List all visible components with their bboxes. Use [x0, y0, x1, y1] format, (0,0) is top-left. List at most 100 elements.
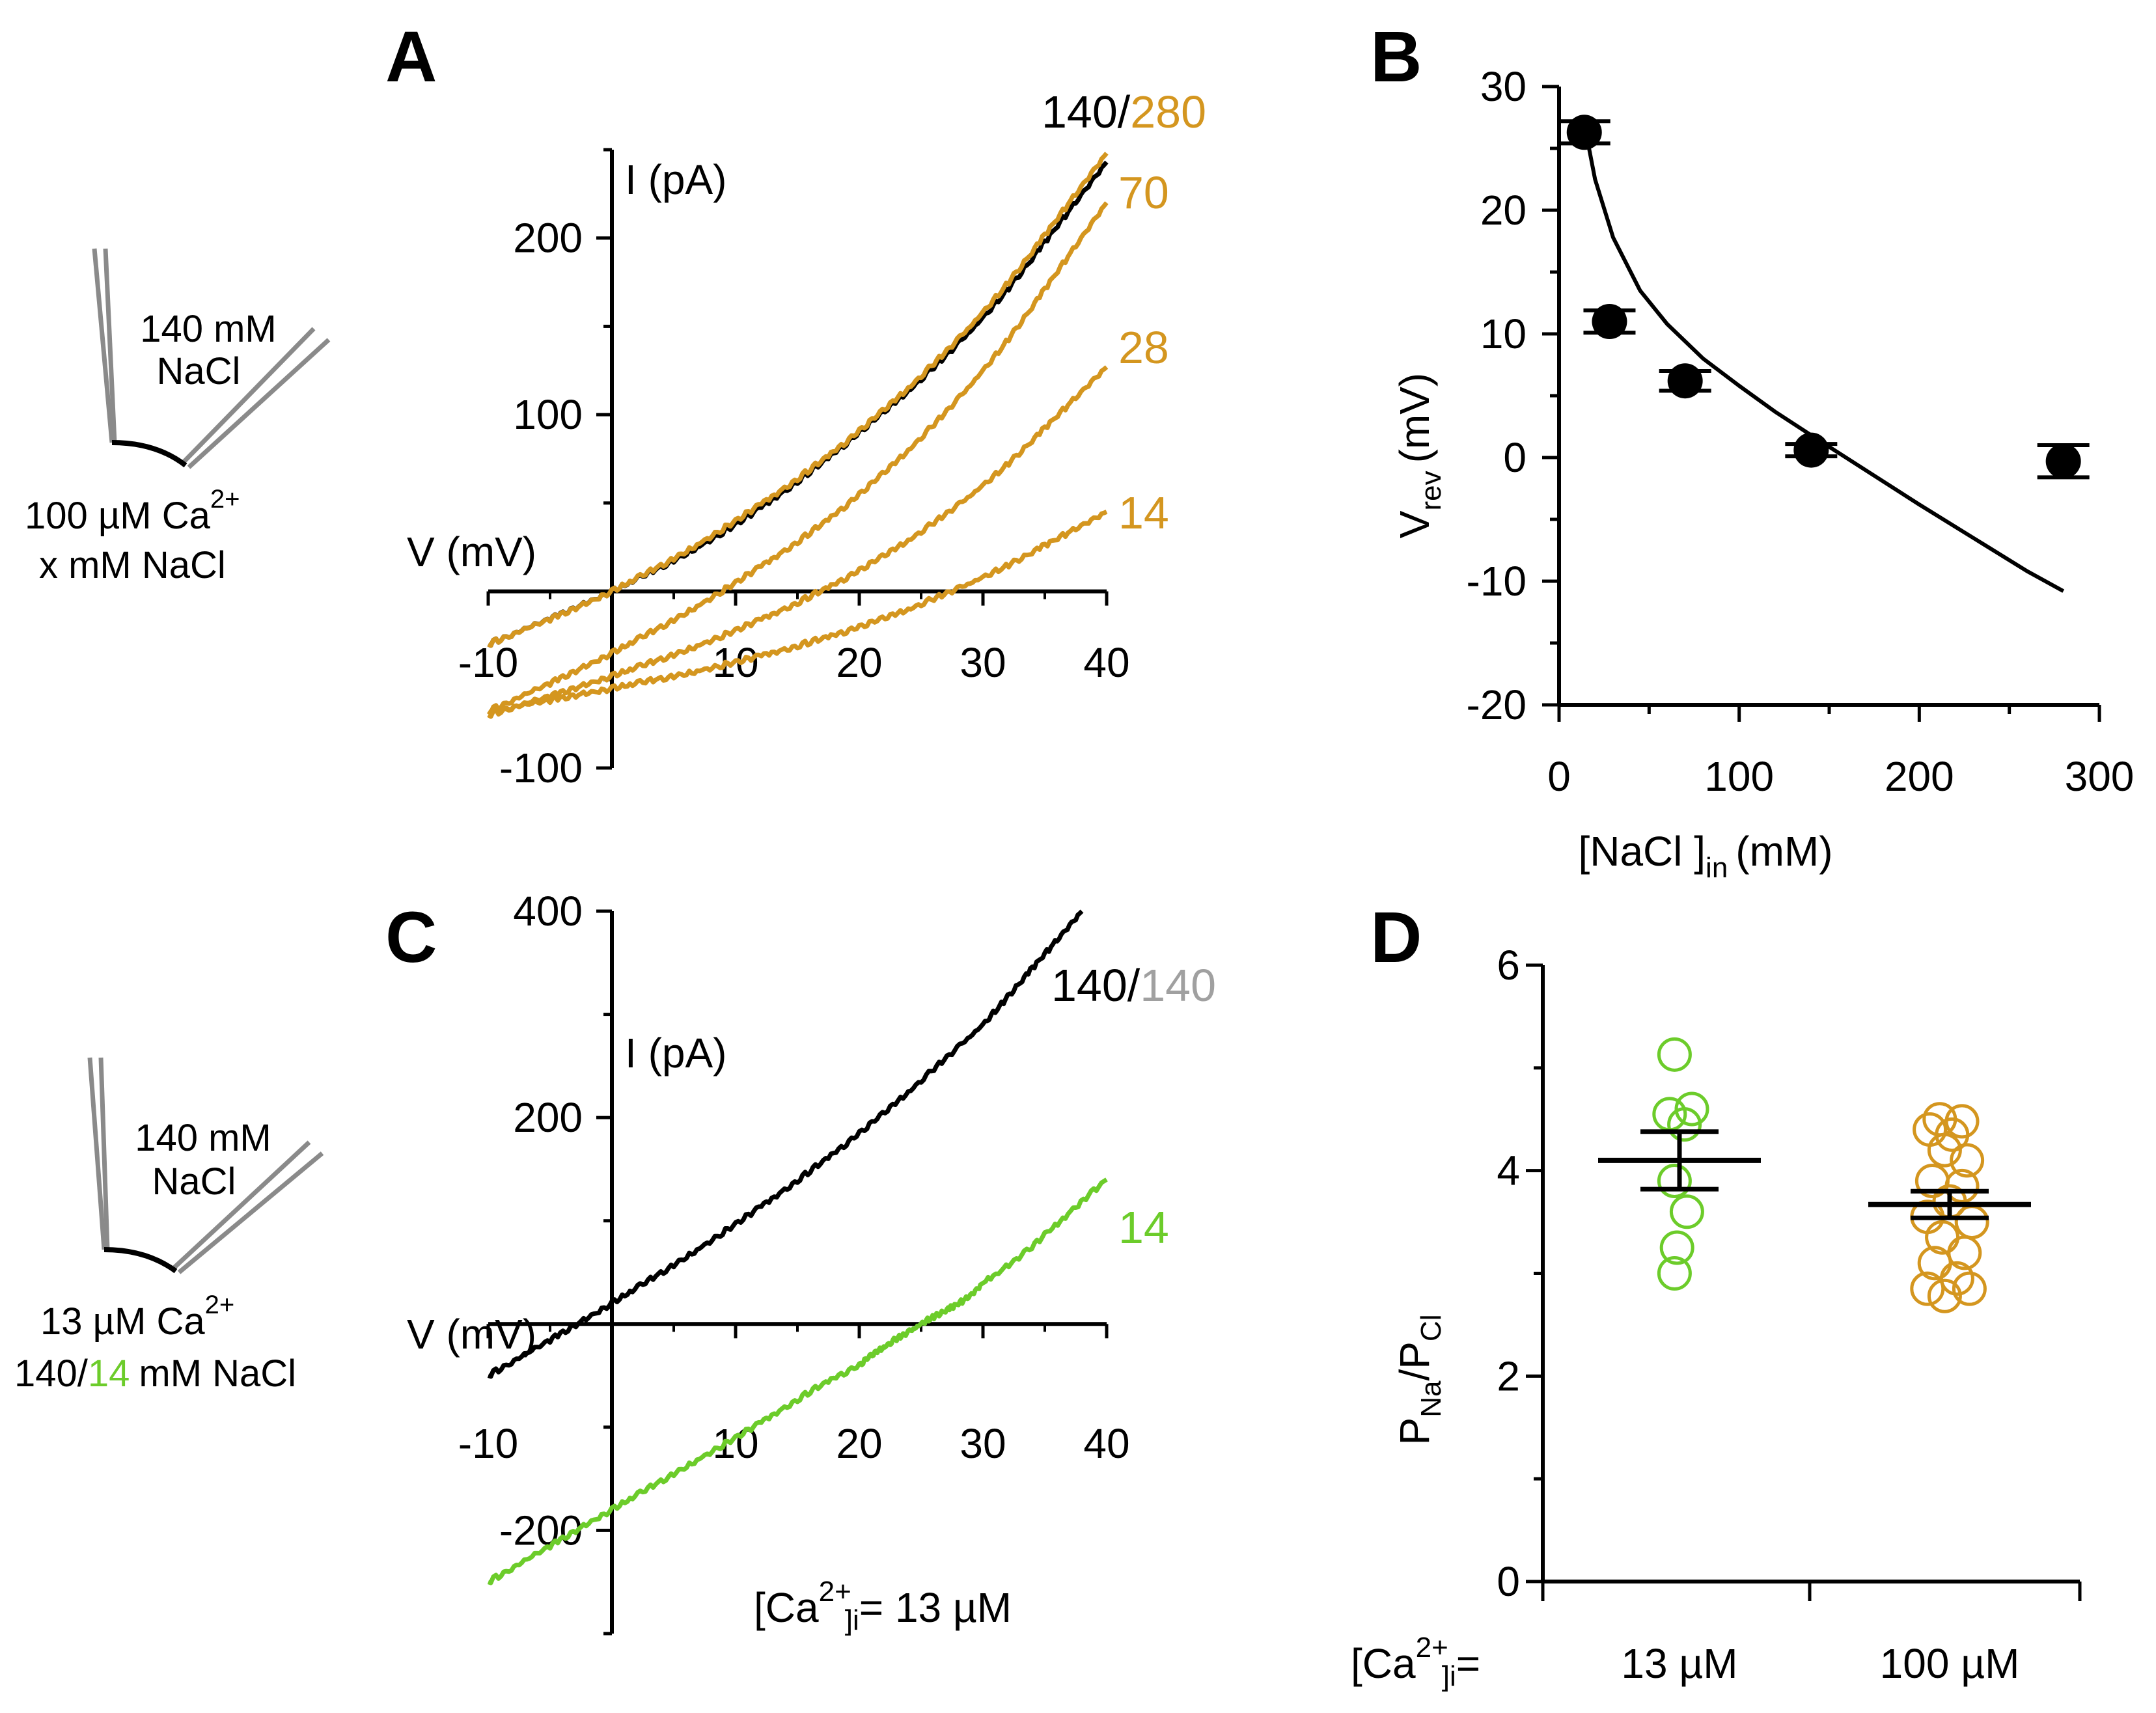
series-line-14 [486, 510, 1108, 716]
pipette-conc: 140 mM [140, 308, 277, 350]
y-tick-label: 10 [1480, 310, 1527, 357]
y-tick-label: 200 [513, 1094, 583, 1141]
x-tick-label: 100 [1704, 753, 1774, 800]
y-axis-label: PNa/PCl [1391, 1315, 1447, 1446]
y-tick-label: -100 [499, 745, 583, 791]
y-tick-label: 0 [1503, 434, 1527, 481]
y-tick-label: 6 [1497, 942, 1520, 989]
series-line-28 [487, 365, 1109, 719]
x-axis-label: [NaCl ]in (mM) [1578, 828, 1832, 884]
x-tick-label: -10 [458, 1420, 519, 1467]
bath-nacl: 140/14 mM NaCl [14, 1352, 296, 1395]
top-right-label: 140/140 [1051, 960, 1216, 1011]
group-label: 13 µM [1621, 1640, 1737, 1687]
fit-curve [1582, 123, 2065, 593]
membrane-patch [104, 1247, 178, 1274]
y-axis-label: I (pA) [625, 1030, 726, 1076]
pipette-right [171, 1140, 311, 1271]
row-label: [Ca2+]i= [1351, 1632, 1480, 1692]
membrane-patch [111, 440, 187, 468]
curve-label-14: 14 [1118, 487, 1169, 538]
pipette-conc: 140 mM [135, 1117, 271, 1159]
y-axis-label: Vrev(mV) [1391, 373, 1447, 538]
panel-letter-b: B [1370, 17, 1422, 97]
curve-label-28: 28 [1118, 322, 1169, 373]
curves [486, 152, 1109, 719]
y-axis-label: I (pA) [625, 156, 726, 203]
x-tick-label: -10 [458, 639, 519, 686]
axes: 0 100 200 300 -20 -10 0 10 20 30 [1467, 63, 2135, 800]
data-point [1947, 1235, 1982, 1270]
data-point [1659, 1230, 1694, 1265]
curve-label-70: 70 [1118, 167, 1169, 218]
panel-letter-c: C [385, 898, 437, 978]
y-tick-label: 100 [513, 391, 583, 438]
pipette-right [180, 327, 316, 465]
y-tick-label: 30 [1480, 63, 1527, 110]
data-point [1592, 304, 1627, 339]
data-point [1669, 1194, 1704, 1229]
data-point [1935, 1117, 1970, 1152]
panel-letter-a: A [385, 17, 437, 97]
pipette-right-inner [187, 338, 331, 469]
data-point [1950, 1143, 1985, 1178]
y-tick-label: 2 [1497, 1352, 1520, 1399]
data-point [1910, 1271, 1945, 1306]
y-tick-label: 400 [513, 888, 583, 935]
data-point [1939, 1261, 1974, 1296]
y-tick-label: 0 [1497, 1558, 1520, 1605]
data-point [1667, 1107, 1702, 1142]
panel-b: B Vrev(mV) [NaCl ]in (mM) 0 100 200 300-20-1… [1370, 17, 2134, 884]
y-tick-label: 4 [1497, 1147, 1520, 1194]
x-tick-label: 40 [1083, 1420, 1129, 1467]
series-line-140 [487, 909, 1084, 1379]
x-tick-label: 30 [960, 639, 1006, 686]
curve-label-14: 14 [1118, 1202, 1169, 1253]
schematic-top: 140 mM NaCl 100 µM Ca2+ x mM NaCl [25, 248, 331, 586]
x-axis-label: V (mV) [407, 528, 536, 575]
y-tick-label: 20 [1480, 187, 1527, 234]
curves [487, 909, 1108, 1585]
data-point [1674, 1091, 1709, 1127]
pipette-left [87, 1057, 107, 1250]
calcium-annotation: [Ca2+]i= 13 µM [754, 1576, 1012, 1636]
panel-letter-d: D [1370, 898, 1422, 978]
pipette-right-inner [177, 1151, 324, 1274]
data-points [1598, 1037, 2031, 1313]
fit-line [1582, 123, 2065, 593]
x-tick-label: 300 [2065, 753, 2135, 800]
x-tick-label: 20 [836, 1420, 882, 1467]
data-point [1566, 115, 1602, 150]
axes: 0 2 4 6 13 µM 100 µM [1497, 942, 2082, 1687]
series-line-280 [487, 152, 1109, 648]
data-point [1667, 363, 1703, 399]
data-point [1657, 1163, 1692, 1198]
x-axis-label: V (mV) [407, 1311, 536, 1358]
panel-d: D PNa/PCl [Ca2+]i= 0 2 4 6 13 µM 100 µM [1351, 898, 2082, 1692]
bath-nacl: x mM NaCl [39, 544, 226, 586]
pipette-salt: NaCl [152, 1160, 236, 1203]
y-tick-label: -20 [1467, 681, 1527, 728]
top-right-label: 140/280 [1042, 87, 1206, 137]
pipette-left-inner [103, 248, 117, 443]
x-tick-label: 0 [1547, 753, 1571, 800]
y-tick-label: -10 [1467, 558, 1527, 605]
y-tick-label: -200 [499, 1507, 583, 1554]
series-line-70 [487, 201, 1109, 715]
data-point [2045, 443, 2081, 479]
y-tick-label: 200 [513, 215, 583, 262]
group-label: 100 µM [1880, 1640, 2020, 1687]
bath-calcium: 13 µM Ca2+ [40, 1291, 234, 1343]
bath-calcium: 100 µM Ca2+ [25, 485, 240, 537]
data-point [1657, 1037, 1692, 1072]
pipette-salt: NaCl [157, 350, 241, 392]
x-tick-label: 30 [960, 1420, 1006, 1467]
series-line-14 [487, 1177, 1108, 1585]
data-point [1954, 1205, 1989, 1240]
pipette-left [92, 248, 115, 443]
x-tick-label: 40 [1083, 639, 1129, 686]
data-point [1793, 432, 1829, 468]
